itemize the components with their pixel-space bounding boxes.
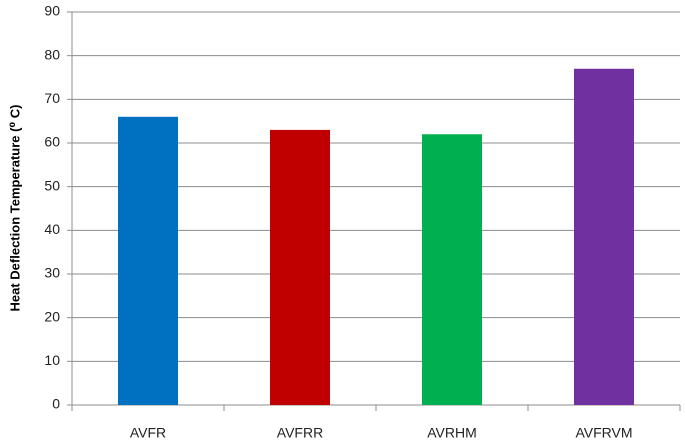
x-tick-label: AVRHM xyxy=(427,425,477,441)
y-tick-label: 30 xyxy=(44,265,60,281)
y-tick-label: 40 xyxy=(44,221,60,237)
y-tick-label: 0 xyxy=(52,396,60,412)
y-tick-label: 90 xyxy=(44,3,60,19)
y-tick-label: 20 xyxy=(44,308,60,324)
bar xyxy=(422,134,482,405)
y-tick-label: 80 xyxy=(44,46,60,62)
bar xyxy=(118,116,178,406)
y-tick-label: 60 xyxy=(44,134,60,150)
x-tick-label: AVFRR xyxy=(277,425,323,441)
bar xyxy=(270,129,330,405)
y-tick-label: 70 xyxy=(44,90,60,106)
y-tick-label: 10 xyxy=(44,352,60,368)
x-tick-label: AVFRVM xyxy=(575,425,632,441)
x-tick-label: AVFR xyxy=(130,425,166,441)
bar xyxy=(574,68,634,406)
y-axis-title: Heat Deflection Temperature (⁰ C) xyxy=(7,105,22,312)
y-tick-label: 50 xyxy=(44,177,60,193)
